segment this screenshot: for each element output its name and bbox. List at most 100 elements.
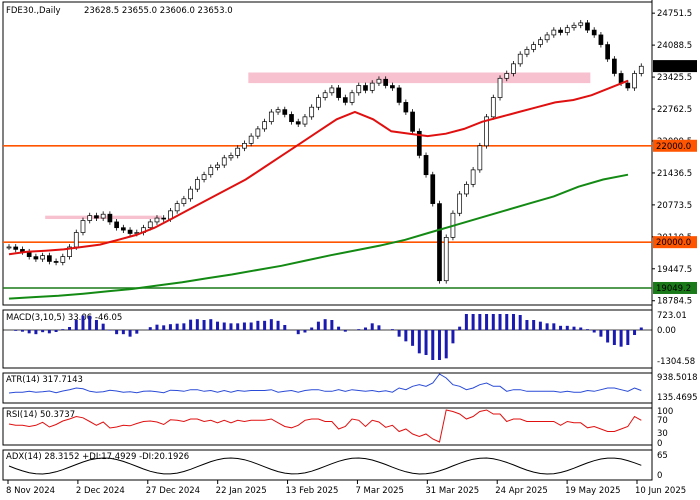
candle bbox=[598, 34, 604, 45]
x-tick-label: 22 Jan 2025 bbox=[216, 486, 267, 496]
macd-bar bbox=[121, 330, 125, 335]
candle bbox=[181, 198, 187, 204]
resistance-zone-1 bbox=[248, 72, 591, 84]
macd-bar bbox=[612, 330, 616, 345]
candle bbox=[571, 24, 577, 29]
candle bbox=[154, 217, 160, 223]
candle bbox=[490, 97, 496, 118]
candle bbox=[282, 109, 288, 115]
candle bbox=[329, 87, 335, 94]
y-tick-label: 24088.5 bbox=[657, 41, 692, 51]
macd-bar bbox=[363, 327, 367, 330]
level-label-0: 22000.0 bbox=[656, 142, 691, 152]
macd-bar bbox=[229, 323, 233, 330]
macd-bar bbox=[310, 327, 314, 330]
macd-bar bbox=[47, 330, 51, 334]
y-tick-label: 22762.5 bbox=[657, 105, 692, 115]
candle bbox=[558, 29, 563, 33]
candle bbox=[504, 73, 510, 79]
candle bbox=[457, 193, 463, 214]
macd-bar bbox=[471, 314, 475, 330]
candle bbox=[430, 174, 436, 204]
candle bbox=[423, 155, 429, 176]
ohlc-readout: 23628.5 23655.0 23606.0 23653.0 bbox=[84, 6, 233, 16]
macd-bar bbox=[108, 330, 112, 331]
macd-bar bbox=[411, 330, 415, 346]
level-tag-2 bbox=[653, 281, 697, 294]
candle bbox=[497, 77, 503, 98]
candle bbox=[443, 236, 449, 282]
macd-bar bbox=[20, 330, 24, 332]
macd-bar bbox=[242, 322, 246, 330]
candle bbox=[578, 22, 584, 26]
candle bbox=[484, 116, 489, 147]
macd-bar bbox=[478, 314, 482, 330]
candle bbox=[625, 82, 631, 89]
macd-bar bbox=[61, 329, 65, 330]
macd-tick-label: -1304.58 bbox=[657, 357, 695, 367]
macd-bar bbox=[464, 314, 468, 330]
macd-bar bbox=[128, 330, 132, 337]
x-tick-label: 19 May 2025 bbox=[565, 486, 620, 496]
x-tick-label: 8 Nov 2024 bbox=[6, 486, 55, 496]
macd-bar bbox=[303, 330, 307, 333]
macd-bar bbox=[518, 315, 522, 330]
level-label-1: 20000.0 bbox=[656, 238, 691, 248]
x-tick-label: 24 Apr 2025 bbox=[495, 486, 548, 496]
macd-bar bbox=[626, 330, 630, 345]
candle bbox=[289, 114, 294, 123]
candle bbox=[262, 121, 267, 130]
macd-bar bbox=[337, 326, 341, 330]
macd-bar bbox=[505, 314, 509, 330]
macd-bar bbox=[572, 326, 576, 330]
candle bbox=[564, 27, 570, 33]
candle bbox=[201, 174, 207, 180]
macd-bar bbox=[41, 330, 45, 333]
candle bbox=[551, 29, 557, 36]
last-price-label: 23653.0 bbox=[656, 62, 691, 72]
atr-line bbox=[8, 373, 642, 394]
candle bbox=[47, 255, 52, 262]
candle bbox=[228, 155, 234, 159]
candle bbox=[538, 39, 543, 45]
candle bbox=[268, 111, 274, 123]
macd-bar bbox=[390, 329, 394, 330]
macd-bar bbox=[458, 326, 462, 330]
candle bbox=[396, 87, 402, 103]
candle bbox=[161, 217, 167, 220]
candle bbox=[40, 255, 45, 260]
last-price-tag bbox=[653, 60, 697, 73]
candle bbox=[114, 221, 119, 229]
adx-tick-label: 0 bbox=[657, 471, 662, 481]
candle bbox=[544, 34, 550, 41]
macd-bar bbox=[296, 330, 300, 335]
candle bbox=[342, 97, 348, 103]
candle bbox=[632, 73, 637, 89]
candle bbox=[376, 78, 382, 84]
macd-bar bbox=[511, 314, 515, 330]
candle bbox=[60, 256, 66, 263]
y-tick-label: 18784.5 bbox=[657, 297, 692, 307]
candle bbox=[87, 215, 93, 221]
macd-bar bbox=[81, 315, 85, 330]
macd-bar bbox=[256, 320, 260, 330]
x-tick-label: 27 Dec 2024 bbox=[146, 486, 200, 496]
macd-bar bbox=[552, 323, 556, 330]
candle bbox=[100, 213, 106, 219]
candle bbox=[120, 227, 126, 231]
x-tick-label: 10 Jun 2025 bbox=[635, 486, 686, 496]
candle bbox=[295, 121, 301, 125]
y-tick-label: 24751.5 bbox=[657, 9, 692, 19]
macd-bar bbox=[27, 330, 31, 334]
candle bbox=[80, 220, 86, 233]
macd-bar bbox=[195, 319, 199, 330]
candle bbox=[147, 221, 153, 229]
macd-bar bbox=[330, 320, 334, 330]
candle bbox=[618, 73, 624, 84]
candle bbox=[524, 49, 530, 55]
macd-bar bbox=[182, 323, 186, 330]
macd-bar bbox=[249, 322, 253, 330]
rsi-tick-label: 0 bbox=[657, 439, 662, 449]
macd-bar bbox=[444, 330, 448, 359]
